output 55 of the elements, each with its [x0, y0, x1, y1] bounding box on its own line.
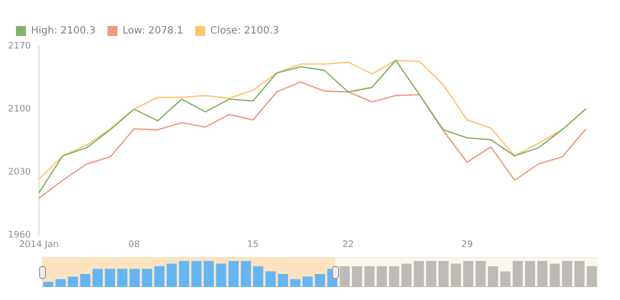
- bar: [401, 264, 412, 287]
- bar: [389, 266, 400, 287]
- bar: [216, 264, 226, 287]
- bar: [426, 261, 436, 287]
- bar: [550, 264, 560, 287]
- bar: [364, 266, 374, 287]
- legend-label: Low: 2078.1: [122, 26, 184, 37]
- x-tick-label: 15: [247, 240, 259, 250]
- bar: [450, 264, 461, 287]
- bar: [92, 268, 103, 287]
- bar: [302, 276, 313, 287]
- bar: [524, 261, 536, 287]
- bar: [204, 261, 214, 287]
- bar: [314, 274, 326, 287]
- bar: [376, 266, 387, 287]
- legend-label: High: 2100.3: [31, 26, 96, 37]
- bar: [352, 266, 362, 287]
- bar: [130, 268, 140, 287]
- y-tick-label: 1960: [8, 230, 32, 241]
- bar: [43, 282, 54, 287]
- bar: [117, 268, 128, 287]
- bar: [512, 261, 523, 287]
- bar: [574, 261, 585, 287]
- bar: [278, 274, 288, 287]
- y-tick-label: 2030: [8, 167, 32, 178]
- bar: [253, 266, 264, 287]
- bar: [463, 261, 474, 287]
- bar: [191, 261, 202, 287]
- bar: [142, 268, 152, 287]
- bar: [438, 261, 449, 287]
- bar: [586, 266, 597, 287]
- bar: [154, 266, 164, 287]
- bar: [414, 261, 424, 287]
- bar: [55, 279, 66, 287]
- x-tick-label: 22: [342, 240, 354, 250]
- x-tick-label: 08: [128, 240, 140, 250]
- y-tick-label: 2100: [8, 104, 32, 114]
- bar: [476, 261, 486, 287]
- bar: [104, 268, 116, 287]
- bar: [240, 261, 251, 287]
- bar: [290, 279, 300, 287]
- bar: [166, 264, 177, 287]
- x-tick-label: 2014 Jan: [19, 240, 59, 250]
- bar: [179, 261, 190, 287]
- bar: [68, 276, 78, 287]
- bar: [228, 261, 239, 287]
- legend-label: Close: 2100.3: [210, 26, 279, 37]
- bar: [500, 271, 510, 287]
- bar: [537, 261, 548, 287]
- bar: [80, 274, 90, 287]
- x-tick-label: 29: [461, 240, 474, 250]
- bar: [266, 271, 276, 287]
- bar: [562, 261, 572, 287]
- y-tick-label: 2170: [8, 41, 32, 52]
- bar: [488, 266, 498, 287]
